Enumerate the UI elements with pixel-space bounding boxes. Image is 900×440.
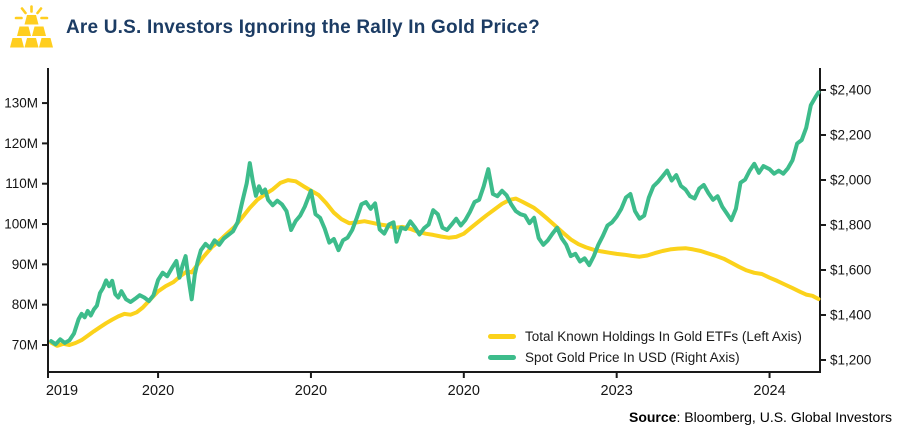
spot-gold-line-swatch-icon	[488, 355, 516, 360]
svg-text:$2,200: $2,200	[830, 128, 871, 143]
svg-text:130M: 130M	[4, 96, 38, 111]
svg-text:2019: 2019	[46, 383, 78, 399]
svg-text:$1,800: $1,800	[830, 218, 871, 233]
source-text: : Bloomberg, U.S. Global Investors	[676, 409, 892, 425]
etf-holdings-line-swatch-icon	[488, 334, 516, 339]
svg-text:2024: 2024	[753, 383, 785, 399]
svg-text:2023: 2023	[601, 383, 633, 399]
svg-text:$2,000: $2,000	[830, 173, 871, 188]
svg-text:2020: 2020	[295, 383, 327, 399]
legend-item-etf-holdings: Total Known Holdings In Gold ETFs (Left …	[488, 326, 802, 347]
svg-text:80M: 80M	[12, 297, 38, 312]
svg-text:2020: 2020	[448, 383, 480, 399]
gold-bars-icon	[10, 5, 53, 48]
svg-text:90M: 90M	[12, 257, 38, 272]
svg-text:$2,400: $2,400	[830, 83, 871, 98]
legend-label-spot-gold: Spot Gold Price In USD (Right Axis)	[525, 350, 740, 365]
legend-item-spot-gold: Spot Gold Price In USD (Right Axis)	[488, 347, 802, 368]
chart-header: Are U.S. Investors Ignoring the Rally In…	[8, 5, 540, 50]
svg-text:120M: 120M	[4, 136, 38, 151]
svg-text:70M: 70M	[12, 337, 38, 352]
chart-legend: Total Known Holdings In Gold ETFs (Left …	[488, 326, 802, 368]
svg-text:100M: 100M	[4, 217, 38, 232]
legend-label-etf-holdings: Total Known Holdings In Gold ETFs (Left …	[525, 329, 802, 344]
svg-text:$1,400: $1,400	[830, 308, 871, 323]
svg-text:$1,600: $1,600	[830, 263, 871, 278]
svg-text:110M: 110M	[5, 176, 38, 191]
svg-text:$1,200: $1,200	[830, 353, 871, 368]
svg-text:2020: 2020	[142, 383, 174, 399]
page-title: Are U.S. Investors Ignoring the Rally In…	[66, 16, 540, 38]
source-attribution: Source: Bloomberg, U.S. Global Investors	[629, 409, 892, 425]
source-label: Source	[628, 409, 677, 425]
